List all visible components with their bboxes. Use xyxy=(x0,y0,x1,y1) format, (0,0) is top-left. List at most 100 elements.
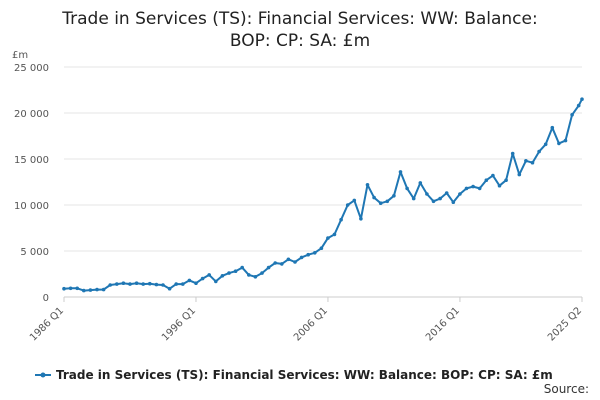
source-label: Source: xyxy=(544,382,589,396)
data-point[interactable] xyxy=(134,281,139,286)
data-point[interactable] xyxy=(207,273,211,277)
data-point[interactable] xyxy=(458,192,462,196)
data-point[interactable] xyxy=(293,260,297,264)
data-point[interactable] xyxy=(359,217,363,221)
data-point[interactable] xyxy=(504,178,508,182)
series-line xyxy=(63,98,583,292)
data-point[interactable] xyxy=(187,278,192,283)
data-point[interactable] xyxy=(181,282,185,286)
data-point[interactable] xyxy=(497,183,502,188)
data-point[interactable] xyxy=(332,232,337,237)
x-axis-ticks: 1986 Q1 1996 Q1 2006 Q1 2016 Q1 2025 Q2 xyxy=(28,297,584,343)
data-point[interactable] xyxy=(68,286,73,291)
y-tick-label: 25 000 xyxy=(14,63,49,74)
data-point[interactable] xyxy=(385,199,390,204)
data-point[interactable] xyxy=(378,201,383,205)
data-point[interactable] xyxy=(438,196,442,201)
data-point[interactable] xyxy=(286,257,291,262)
y-axis-label: £m xyxy=(12,50,28,61)
data-point[interactable] xyxy=(161,283,165,287)
data-point[interactable] xyxy=(128,282,132,286)
y-tick-label: 10 000 xyxy=(14,201,49,212)
data-point[interactable] xyxy=(141,282,145,286)
data-point[interactable] xyxy=(194,281,198,286)
data-point[interactable] xyxy=(510,151,515,156)
data-point[interactable] xyxy=(148,281,152,286)
data-point[interactable] xyxy=(200,276,205,281)
data-point[interactable] xyxy=(471,184,475,189)
y-axis-ticks: 0 5 000 10 000 15 000 20 000 25 000 xyxy=(14,63,49,304)
data-point[interactable] xyxy=(101,287,106,292)
data-point[interactable] xyxy=(345,203,350,207)
data-point[interactable] xyxy=(477,186,482,191)
data-point[interactable] xyxy=(484,178,489,182)
data-point[interactable] xyxy=(398,170,403,174)
data-point[interactable] xyxy=(537,149,541,154)
data-point[interactable] xyxy=(306,252,311,257)
data-point[interactable] xyxy=(227,271,231,275)
data-point[interactable] xyxy=(431,199,436,204)
data-point[interactable] xyxy=(425,192,429,196)
data-point[interactable] xyxy=(352,198,357,203)
legend-label: Trade in Services (TS): Financial Servic… xyxy=(56,368,553,382)
data-point[interactable] xyxy=(405,186,409,191)
data-point[interactable] xyxy=(326,236,330,240)
legend[interactable]: Trade in Services (TS): Financial Servic… xyxy=(35,368,553,382)
data-point[interactable] xyxy=(62,286,66,291)
x-tick-label: 1996 Q1 xyxy=(160,305,198,343)
data-point[interactable] xyxy=(121,281,126,286)
data-point[interactable] xyxy=(174,282,178,286)
data-point[interactable] xyxy=(313,251,317,255)
legend-point-marker xyxy=(40,372,46,378)
chart-title-line-2: BOP: CP: SA: £m xyxy=(230,31,370,51)
data-point[interactable] xyxy=(543,142,548,147)
data-point[interactable] xyxy=(550,125,555,130)
data-point[interactable] xyxy=(280,262,284,266)
data-point[interactable] xyxy=(214,279,218,284)
x-tick-label: 2016 Q1 xyxy=(424,305,462,343)
data-point[interactable] xyxy=(444,191,449,195)
data-point[interactable] xyxy=(411,196,416,201)
data-point[interactable] xyxy=(451,200,456,204)
data-point[interactable] xyxy=(530,160,535,165)
data-point[interactable] xyxy=(570,113,574,117)
data-point[interactable] xyxy=(266,265,271,270)
x-tick-label: 2006 Q1 xyxy=(292,305,330,343)
data-point[interactable] xyxy=(418,181,423,185)
data-point[interactable] xyxy=(233,269,238,274)
data-point[interactable] xyxy=(576,103,581,108)
x-tick-label: 1986 Q1 xyxy=(28,305,66,343)
data-point[interactable] xyxy=(108,283,112,287)
data-point[interactable] xyxy=(372,195,376,200)
data-point[interactable] xyxy=(580,97,584,101)
data-point[interactable] xyxy=(154,282,159,287)
data-point[interactable] xyxy=(75,286,79,291)
data-point[interactable] xyxy=(365,183,370,187)
y-tick-label: 20 000 xyxy=(14,109,49,120)
data-point[interactable] xyxy=(273,261,278,265)
data-point[interactable] xyxy=(260,271,264,275)
data-point[interactable] xyxy=(563,138,568,143)
data-point[interactable] xyxy=(319,246,324,250)
data-point[interactable] xyxy=(115,282,119,286)
data-point[interactable] xyxy=(299,255,304,260)
data-point[interactable] xyxy=(240,265,244,270)
data-point[interactable] xyxy=(464,186,469,191)
data-point[interactable] xyxy=(392,194,396,198)
y-tick-label: 0 xyxy=(43,293,49,304)
data-point[interactable] xyxy=(517,172,522,177)
data-point[interactable] xyxy=(491,173,495,178)
data-point[interactable] xyxy=(88,288,93,292)
data-point[interactable] xyxy=(339,217,343,222)
data-point[interactable] xyxy=(247,273,251,277)
data-point[interactable] xyxy=(557,141,561,146)
data-point[interactable] xyxy=(220,274,225,278)
gridlines xyxy=(64,66,582,252)
data-point[interactable] xyxy=(95,287,99,292)
data-point[interactable] xyxy=(524,159,528,163)
data-point[interactable] xyxy=(253,275,258,279)
data-point[interactable] xyxy=(82,288,86,293)
data-point[interactable] xyxy=(167,286,172,291)
chart-title-line-1: Trade in Services (TS): Financial Servic… xyxy=(61,9,537,29)
